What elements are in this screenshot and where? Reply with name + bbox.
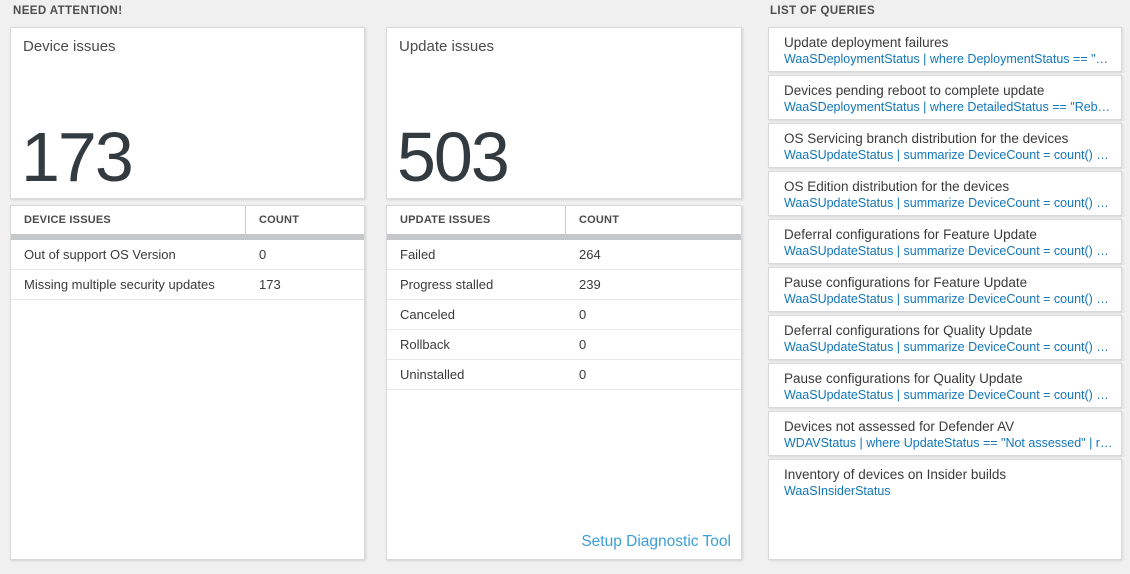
count-cell: 239 [579,277,601,292]
query-title: Pause configurations for Quality Update [784,371,1023,386]
query-title: Devices pending reboot to complete updat… [784,83,1045,98]
table-row[interactable]: Out of support OS Version 0 [11,240,364,270]
issue-name-cell: Rollback [400,337,450,352]
query-title: OS Servicing branch distribution for the… [784,131,1069,146]
query-text: WaaSUpdateStatus | summarize DeviceCount… [784,196,1113,210]
query-text: WaaSInsiderStatus [784,484,891,498]
query-title: Deferral configurations for Quality Upda… [784,323,1033,338]
query-item[interactable]: OS Edition distribution for the devices … [768,171,1122,216]
query-title: Devices not assessed for Defender AV [784,419,1015,434]
count-cell: 0 [579,337,587,352]
query-text: WaaSUpdateStatus | summarize DeviceCount… [784,292,1113,306]
update-issues-table: UPDATE ISSUES COUNT Failed 264 Progress … [386,205,742,560]
table-row[interactable]: Rollback 0 [387,330,741,360]
issue-name-cell: Failed [400,247,436,262]
header-divider-bar [11,234,364,240]
column-header-count: COUNT [259,214,300,226]
query-item[interactable]: Update deployment failures WaaSDeploymen… [768,27,1122,72]
device-issues-tile[interactable]: Device issues 173 [10,27,365,199]
column-header-count: COUNT [579,214,620,226]
column-header-device-issues: DEVICE ISSUES [11,206,246,234]
issue-name-cell: Missing multiple security updates [24,277,215,292]
table-row[interactable]: Missing multiple security updates 173 [11,270,364,300]
update-issues-tile[interactable]: Update issues 503 [386,27,742,199]
device-issues-table-header: DEVICE ISSUES COUNT [11,206,364,234]
count-cell: 0 [579,307,587,322]
device-issues-table: DEVICE ISSUES COUNT Out of support OS Ve… [10,205,365,560]
query-title: Pause configurations for Feature Update [784,275,1028,290]
query-text: WaaSDeploymentStatus | where DetailedSta… [784,100,1113,114]
device-issues-title: Device issues [23,38,116,55]
query-text: WaaSDeploymentStatus | where DeploymentS… [784,52,1113,66]
query-text: WaaSUpdateStatus | summarize DeviceCount… [784,340,1113,354]
query-title: Update deployment failures [784,35,949,50]
issue-name-cell: Progress stalled [400,277,494,292]
query-title: OS Edition distribution for the devices [784,179,1010,194]
update-issues-table-header: UPDATE ISSUES COUNT [387,206,741,234]
query-text: WaaSUpdateStatus | summarize DeviceCount… [784,388,1113,402]
query-text: WDAVStatus | where UpdateStatus == "Not … [784,436,1113,450]
count-cell: 173 [259,277,281,292]
issue-name-cell: Out of support OS Version [24,247,176,262]
query-item[interactable]: Inventory of devices on Insider builds W… [768,459,1122,560]
table-row[interactable]: Canceled 0 [387,300,741,330]
issue-name-cell: Canceled [400,307,455,322]
update-issues-count: 503 [397,118,510,196]
update-issues-title: Update issues [399,38,495,55]
need-attention-label: NEED ATTENTION! [13,5,123,17]
queries-list: Update deployment failures WaaSDeploymen… [768,27,1122,560]
query-item[interactable]: Pause configurations for Quality Update … [768,363,1122,408]
list-of-queries-label: LIST OF QUERIES [770,5,876,17]
issue-name-cell: Uninstalled [400,367,465,382]
count-cell: 0 [579,367,587,382]
query-item[interactable]: Pause configurations for Feature Update … [768,267,1122,312]
query-text: WaaSUpdateStatus | summarize DeviceCount… [784,244,1113,258]
device-issues-count: 173 [21,118,134,196]
query-item[interactable]: Devices not assessed for Defender AV WDA… [768,411,1122,456]
table-row[interactable]: Uninstalled 0 [387,360,741,390]
table-row[interactable]: Failed 264 [387,240,741,270]
column-header-update-issues: UPDATE ISSUES [387,206,566,234]
table-row[interactable]: Progress stalled 239 [387,270,741,300]
count-cell: 264 [579,247,601,262]
query-item[interactable]: OS Servicing branch distribution for the… [768,123,1122,168]
header-divider-bar [387,234,741,240]
setup-diagnostic-tool-link[interactable]: Setup Diagnostic Tool [581,533,731,550]
query-text: WaaSUpdateStatus | summarize DeviceCount… [784,148,1113,162]
count-cell: 0 [259,247,267,262]
query-title: Inventory of devices on Insider builds [784,467,1007,482]
query-item[interactable]: Deferral configurations for Quality Upda… [768,315,1122,360]
query-title: Deferral configurations for Feature Upda… [784,227,1037,242]
query-item[interactable]: Deferral configurations for Feature Upda… [768,219,1122,264]
query-item[interactable]: Devices pending reboot to complete updat… [768,75,1122,120]
